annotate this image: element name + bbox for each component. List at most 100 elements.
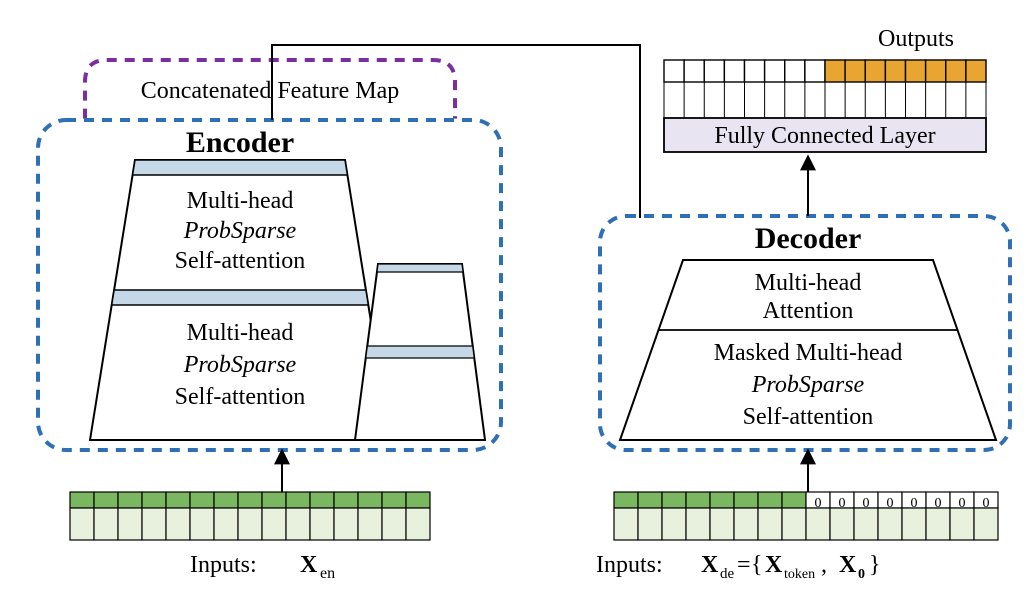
output-cell — [805, 60, 825, 82]
dec-input-cell-top — [662, 492, 686, 508]
dec-input-cell-bot — [878, 508, 902, 540]
var-x: X — [765, 552, 783, 578]
trap-label: Multi-head — [187, 320, 294, 346]
dec-input-cell-top — [734, 492, 758, 508]
input-cell-bot — [262, 508, 286, 540]
dec-input-cell-bot — [830, 508, 854, 540]
input-cell-top — [118, 492, 142, 508]
dec-input-cell-top — [710, 492, 734, 508]
decoder-title: Decoder — [755, 222, 862, 255]
dec-input-cell-bot — [614, 508, 638, 540]
output-cell — [785, 60, 805, 82]
var-x: X — [701, 552, 719, 578]
trap-label: ProbSparse — [183, 352, 297, 378]
output-cell — [885, 60, 905, 82]
encoder-input-sub: en — [320, 565, 335, 582]
output-cell — [825, 60, 845, 82]
output-cell — [865, 60, 885, 82]
feature-map-label: Concatenated Feature Map — [141, 78, 400, 104]
comma: , — [821, 552, 827, 578]
dec-input-cell-top — [686, 492, 710, 508]
encoder-input-label: Inputs: — [190, 552, 257, 578]
input-cell-top — [190, 492, 214, 508]
input-cell-bot — [334, 508, 358, 540]
output-cell — [845, 60, 865, 82]
outputs-label: Outputs — [878, 26, 954, 52]
output-cell — [664, 60, 684, 82]
input-cell-bot — [142, 508, 166, 540]
input-cell-bot — [310, 508, 334, 540]
output-cell — [946, 60, 966, 82]
input-cell-bot — [94, 508, 118, 540]
output-cell — [724, 60, 744, 82]
sub: 0 — [858, 567, 865, 582]
band — [133, 160, 348, 175]
dec-input-cell-bot — [758, 508, 782, 540]
trap-label: Multi-head — [755, 270, 862, 296]
dec-input-cell-top — [614, 492, 638, 508]
input-cell-bot — [286, 508, 310, 540]
input-cell-top — [406, 492, 430, 508]
trap-label: Self-attention — [743, 404, 874, 430]
trap-label: Self-attention — [175, 384, 306, 410]
input-cell-bot — [406, 508, 430, 540]
input-cell-top — [310, 492, 334, 508]
input-cell-top — [142, 492, 166, 508]
dec-input-cell-bot — [854, 508, 878, 540]
fc-label: Fully Connected Layer — [714, 123, 935, 149]
band — [112, 290, 369, 305]
trap-label: ProbSparse — [751, 372, 865, 398]
input-cell-top — [382, 492, 406, 508]
input-cell-bot — [214, 508, 238, 540]
decoder-input-label: Inputs: — [596, 552, 663, 578]
dec-input-cell-bot — [638, 508, 662, 540]
encoder-title: Encoder — [186, 126, 294, 159]
trap-label: Multi-head — [187, 188, 294, 214]
input-cell-bot — [190, 508, 214, 540]
dec-input-cell-bot — [926, 508, 950, 540]
dec-input-cell-bot — [686, 508, 710, 540]
input-cell-top — [262, 492, 286, 508]
input-cell-top — [334, 492, 358, 508]
trap-label: Self-attention — [175, 248, 306, 274]
band — [366, 346, 475, 358]
trap-label: ProbSparse — [183, 218, 297, 244]
dec-input-cell-bot — [806, 508, 830, 540]
input-cell-top — [94, 492, 118, 508]
dec-input-cell-bot — [974, 508, 998, 540]
dec-input-cell-bot — [950, 508, 974, 540]
input-cell-bot — [166, 508, 190, 540]
encoder-input-var: X — [300, 552, 318, 578]
input-cell-top — [70, 492, 94, 508]
sub: token — [784, 567, 815, 582]
dec-input-cell-bot — [902, 508, 926, 540]
dec-input-cell-top — [782, 492, 806, 508]
input-cell-top — [238, 492, 262, 508]
input-cell-top — [286, 492, 310, 508]
output-cell — [906, 60, 926, 82]
trap-label: Masked Multi-head — [714, 340, 903, 366]
output-cell — [684, 60, 704, 82]
brace: } — [869, 552, 881, 578]
band — [377, 264, 463, 272]
input-cell-bot — [70, 508, 94, 540]
input-cell-top — [214, 492, 238, 508]
output-cell — [745, 60, 765, 82]
output-cell — [966, 60, 986, 82]
input-cell-top — [166, 492, 190, 508]
dec-input-cell-bot — [782, 508, 806, 540]
input-cell-bot — [358, 508, 382, 540]
sub: de — [720, 566, 735, 582]
input-cell-bot — [118, 508, 142, 540]
eq: = — [737, 552, 751, 578]
var-x: X — [839, 552, 857, 578]
input-cell-top — [358, 492, 382, 508]
dec-input-cell-top — [758, 492, 782, 508]
input-cell-bot — [238, 508, 262, 540]
trap-label: Attention — [763, 298, 854, 324]
output-cell — [926, 60, 946, 82]
dec-input-cell-bot — [734, 508, 758, 540]
brace: { — [751, 552, 763, 578]
dec-input-cell-top — [638, 492, 662, 508]
output-cell — [704, 60, 724, 82]
